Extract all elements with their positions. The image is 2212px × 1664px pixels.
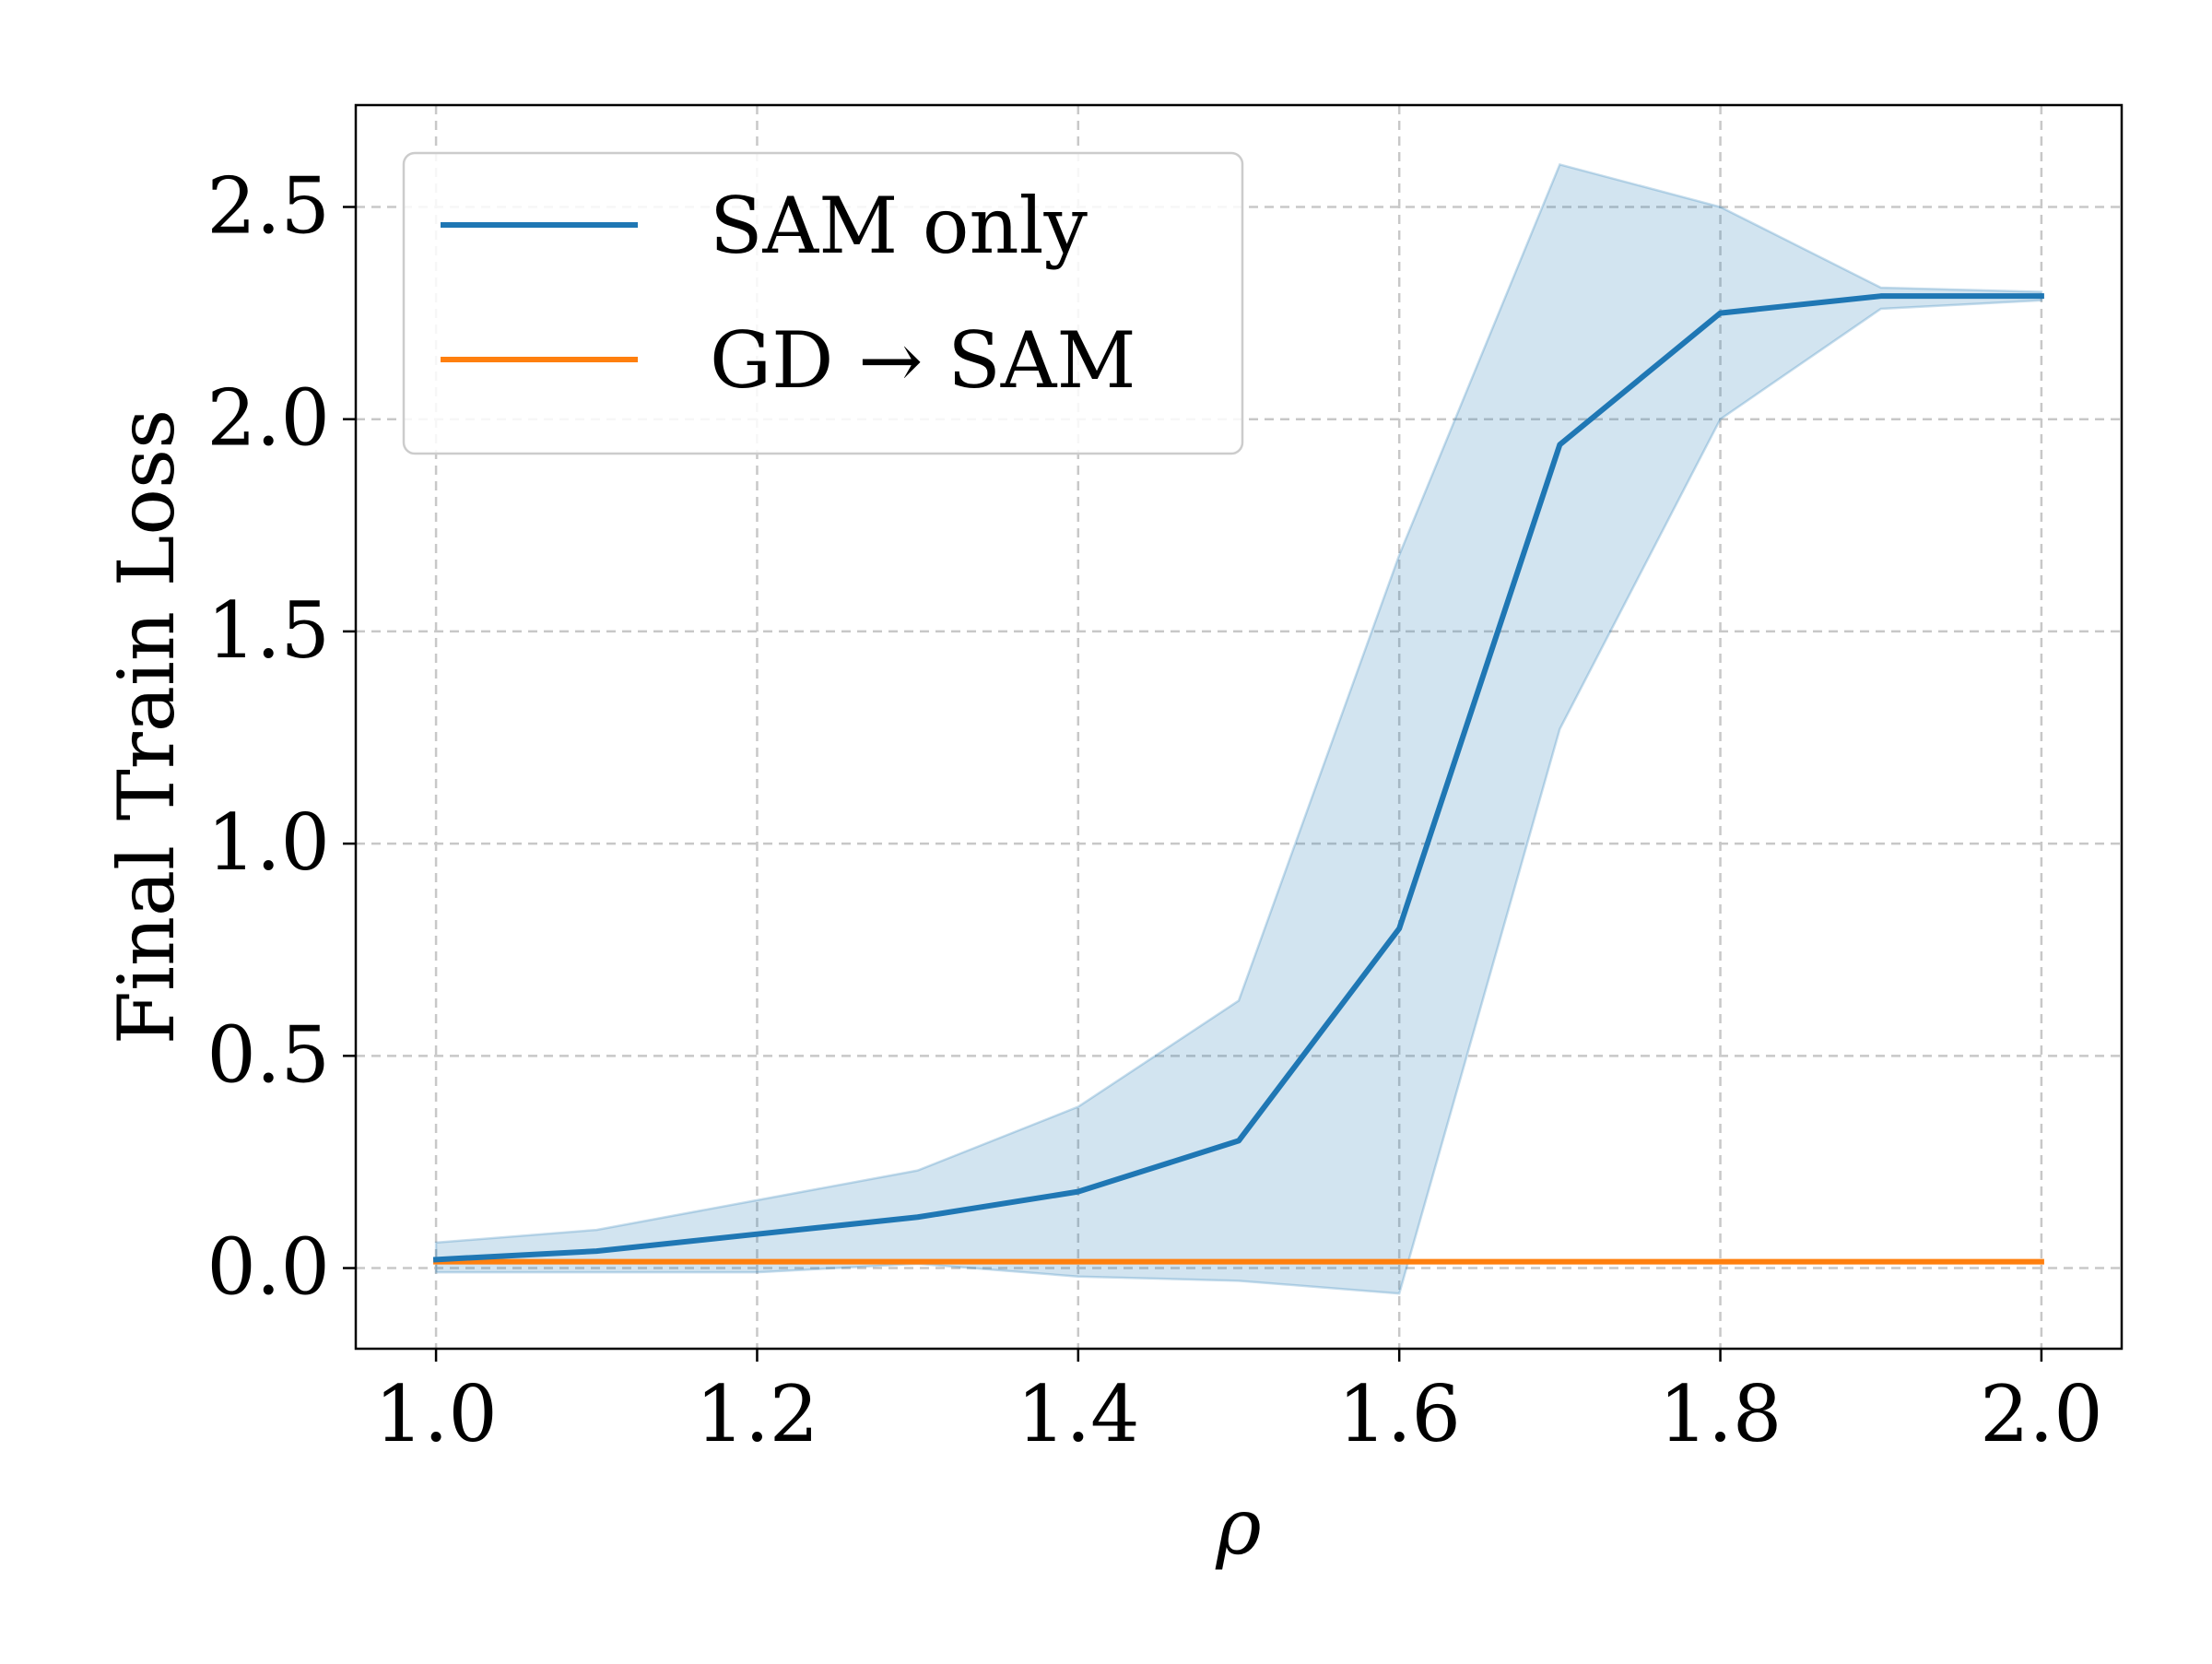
y-tick-label: 2.5 [206, 160, 330, 251]
y-tick-label: 1.5 [206, 585, 330, 676]
confidence-bands [434, 162, 2043, 1295]
y-tick-label: 0.0 [206, 1222, 330, 1313]
x-tick-label: 1.0 [374, 1369, 498, 1459]
y-tick-label: 2.0 [206, 373, 330, 464]
legend-box [402, 151, 1244, 455]
series-lines [432, 293, 2044, 1265]
band-series-0 [434, 162, 2043, 1295]
y-tick-label: 1.0 [206, 797, 330, 888]
x-tick-label: 1.4 [1017, 1369, 1140, 1459]
x-tick-label: 1.8 [1659, 1369, 1783, 1459]
plot-frame [354, 103, 2124, 1351]
y-tick-label: 0.5 [206, 1009, 330, 1100]
legend-label-sam-only: SAM only [710, 181, 1088, 271]
y-axis-label: Final Train Loss [101, 409, 192, 1044]
x-tick-label: 2.0 [1980, 1369, 2103, 1459]
x-tick-label: 1.2 [696, 1369, 819, 1459]
legend-label-gd-sam: GD → SAM [710, 315, 1135, 406]
x-axis-label: ρ [1215, 1481, 1261, 1572]
ticks: 1.0 1.2 1.4 1.6 1.8 2.0 0.0 0.5 1.0 1.5 2.0 2.5 [206, 160, 2102, 1459]
x-tick-label: 1.6 [1337, 1369, 1461, 1459]
legend: SAM only GD → SAM [402, 151, 1244, 455]
line-series-0 [432, 293, 2044, 1263]
